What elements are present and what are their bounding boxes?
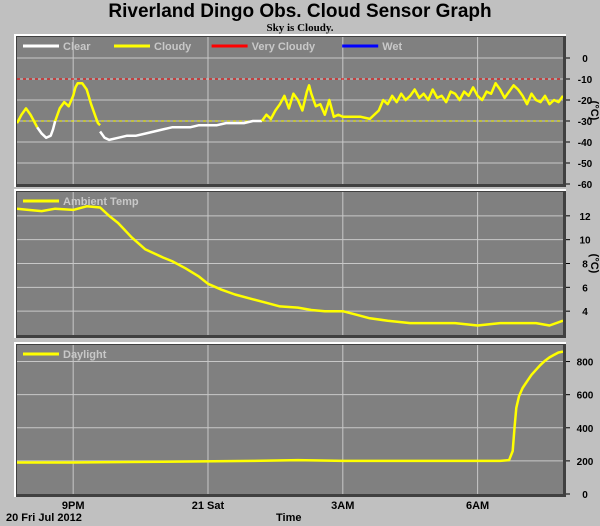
cloud-series-line (99, 119, 262, 142)
ambient-panel: 4 6 8 10 12 Ambient Temp (°C) (14, 189, 600, 338)
cloud-series-group (17, 81, 563, 142)
cloud-series-line (36, 120, 57, 140)
y-tick-label: -60 (578, 180, 593, 191)
y-axis-label: (°C) (588, 254, 600, 274)
y-tick-label: 8 (582, 260, 588, 271)
x-tick-label: 3AM (331, 500, 354, 512)
legend-label: Daylight (63, 349, 107, 361)
legend-label: Very Cloudy (252, 41, 316, 53)
y-tick-label: -30 (578, 117, 593, 128)
y-tick-label: 12 (579, 212, 591, 223)
y-tick-label: 10 (579, 236, 591, 247)
ambient-series-line (17, 205, 563, 327)
x-axis-label: Time (276, 512, 302, 524)
legend-label: Ambient Temp (63, 196, 139, 208)
y-tick-label: 0 (582, 490, 588, 501)
y-tick-label: -40 (578, 138, 593, 149)
y-tick-label: 6 (582, 283, 588, 294)
y-tick-label: -50 (578, 159, 593, 170)
y-tick-label: 400 (577, 424, 594, 435)
cloud-series-line (260, 81, 563, 122)
x-tick-label: 6AM (466, 500, 489, 512)
legend-label: Wet (382, 41, 402, 53)
date-label: 20 Fri Jul 2012 (6, 512, 82, 524)
y-tick-label: 800 (577, 358, 594, 369)
y-tick-label: 600 (577, 391, 594, 402)
legend-label: Cloudy (154, 41, 192, 53)
y-tick-label: 4 (582, 307, 588, 318)
legend-label: Clear (63, 41, 91, 53)
chart-title: Riverland Dingo Obs. Cloud Sensor Graph (108, 1, 492, 22)
y-tick-label: 200 (577, 457, 594, 468)
chart-subtitle: Sky is Cloudy. (266, 22, 334, 34)
x-tick-label: 9PM (62, 500, 85, 512)
ambient-series-group (17, 205, 563, 327)
daylight-series-line (17, 350, 563, 464)
y-tick-label: 0 (582, 54, 588, 65)
daylight-panel: 0 200 400 600 800 Daylight 9PM 21 Sat 3AM 6AM (14, 342, 594, 512)
y-tick-label: -10 (578, 75, 593, 86)
cloud-series-line (54, 81, 101, 127)
x-tick-label: 21 Sat (192, 500, 225, 512)
daylight-series-group (17, 350, 563, 464)
daylight-plot-area (17, 345, 563, 494)
cloud-plot-area (17, 37, 563, 184)
cloud-panel: 0 -10 -20 -30 -40 -50 -60 Clear Cloudy Very Cloud… (14, 34, 600, 191)
cloud-series-line (17, 107, 39, 128)
y-axis-label: (°C) (588, 101, 600, 121)
y-tick-label: -20 (578, 96, 593, 107)
